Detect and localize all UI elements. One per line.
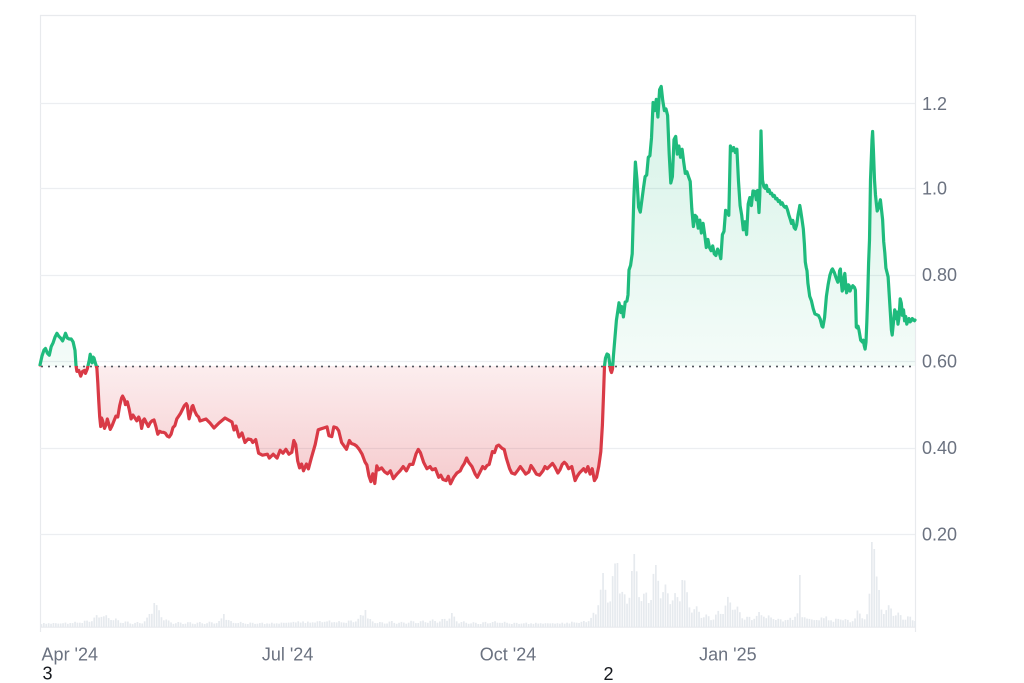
svg-text:0.80: 0.80 <box>922 265 957 285</box>
svg-text:3: 3 <box>43 664 53 683</box>
svg-text:2: 2 <box>604 664 614 683</box>
svg-text:Apr '24: Apr '24 <box>42 645 98 665</box>
svg-text:1.0: 1.0 <box>922 179 947 199</box>
svg-text:0.40: 0.40 <box>922 438 957 458</box>
svg-text:Jul '24: Jul '24 <box>262 645 313 665</box>
svg-text:Jan '25: Jan '25 <box>699 645 756 665</box>
svg-text:0.60: 0.60 <box>922 352 957 372</box>
svg-text:Oct '24: Oct '24 <box>480 645 536 665</box>
svg-text:0.20: 0.20 <box>922 525 957 545</box>
svg-text:1.2: 1.2 <box>922 94 947 114</box>
